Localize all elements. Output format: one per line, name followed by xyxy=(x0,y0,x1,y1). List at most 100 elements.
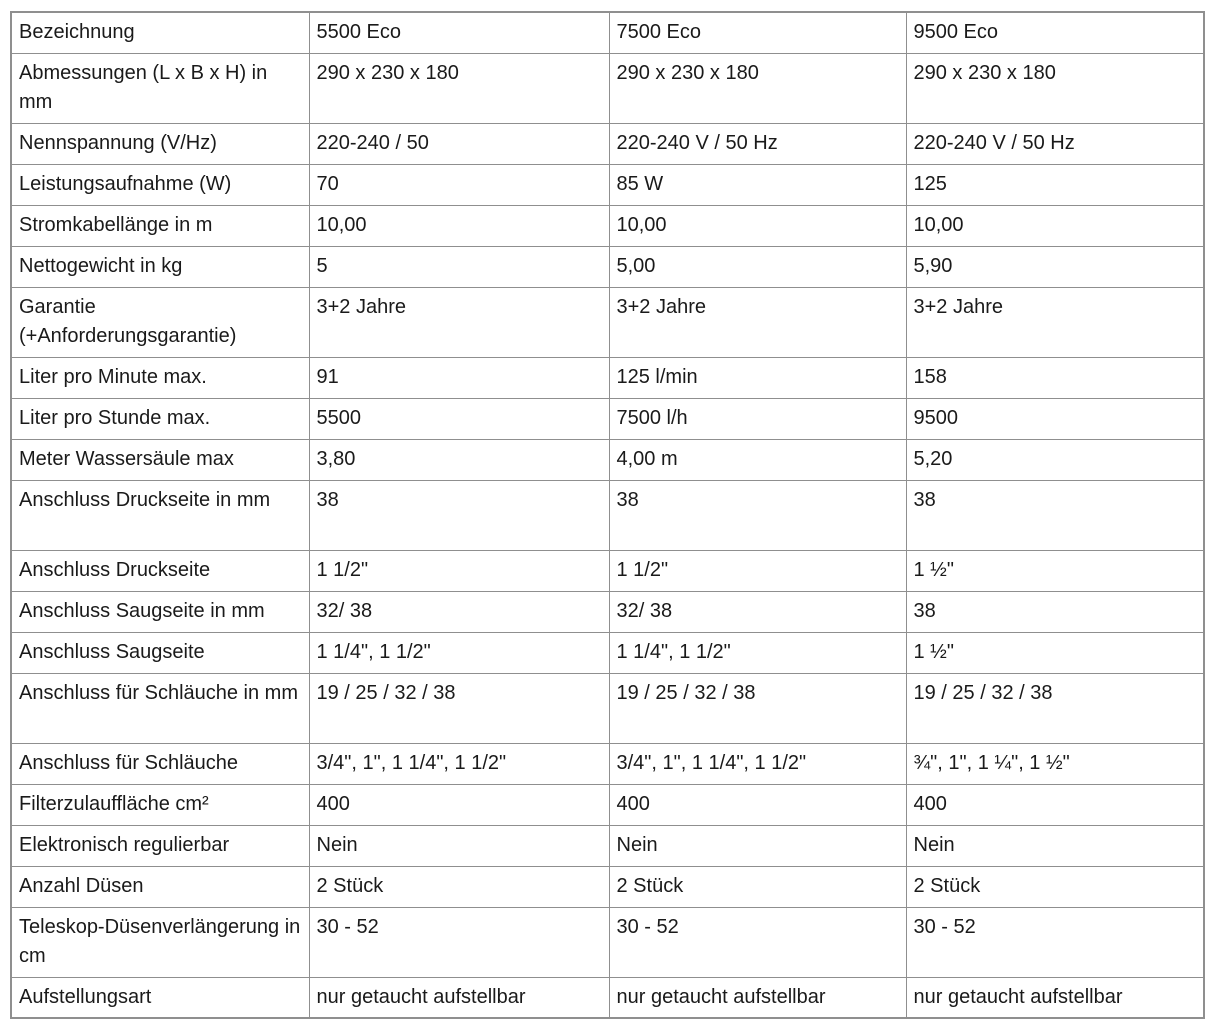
product-spec-table: Bezeichnung 5500 Eco 7500 Eco 9500 Eco Abmes… xyxy=(10,11,1205,1019)
spec-value-cell: nur getaucht aufstellbar xyxy=(308,976,610,1019)
table-row: Leistungsaufnahme (W) 70 85 W 125 xyxy=(10,163,1205,206)
spec-value-cell: 10,00 xyxy=(608,204,907,247)
spec-label-cell: Liter pro Stunde max. xyxy=(10,397,310,440)
table-row: Teleskop-Düsenverlängerung in cm 30 - 52 3… xyxy=(10,906,1205,978)
spec-value-cell: 19 / 25 / 32 / 38 xyxy=(905,672,1205,744)
spec-value-cell: 3+2 Jahre xyxy=(905,286,1205,358)
table-row: Stromkabellänge in m 10,00 10,00 10,00 xyxy=(10,204,1205,247)
spec-value-cell: 3/4", 1", 1 1/4", 1 1/2" xyxy=(608,742,907,785)
spec-label-cell: Abmessungen (L x B x H) in mm xyxy=(10,52,310,124)
spec-value-cell: 1 1/4", 1 1/2" xyxy=(308,631,610,674)
spec-label-cell: Nettogewicht in kg xyxy=(10,245,310,288)
spec-value-cell: 400 xyxy=(608,783,907,826)
spec-label-cell: Anzahl Düsen xyxy=(10,865,310,908)
table-row: Liter pro Minute max. 91 125 l/min 158 xyxy=(10,356,1205,399)
spec-value-cell: Nein xyxy=(905,824,1205,867)
spec-value-cell: 3,80 xyxy=(308,438,610,481)
table-row: Garantie (+Anforderungsgarantie) 3+2 Jahr… xyxy=(10,286,1205,358)
spec-value-cell: 10,00 xyxy=(905,204,1205,247)
spec-value-cell: 290 x 230 x 180 xyxy=(308,52,610,124)
spec-value-cell: 19 / 25 / 32 / 38 xyxy=(608,672,907,744)
spec-value-cell: 3/4", 1", 1 1/4", 1 1/2" xyxy=(308,742,610,785)
spec-value-cell: 5 xyxy=(308,245,610,288)
spec-value-cell: 70 xyxy=(308,163,610,206)
spec-value-cell: 9500 Eco xyxy=(905,11,1205,54)
spec-value-cell: 32/ 38 xyxy=(608,590,907,633)
spec-label-cell: Leistungsaufnahme (W) xyxy=(10,163,310,206)
spec-value-cell: 220-240 / 50 xyxy=(308,122,610,165)
spec-value-cell: 19 / 25 / 32 / 38 xyxy=(308,672,610,744)
spec-value-cell: 38 xyxy=(905,479,1205,551)
spec-value-cell: 290 x 230 x 180 xyxy=(608,52,907,124)
spec-value-cell: 7500 Eco xyxy=(608,11,907,54)
spec-value-cell: nur getaucht aufstellbar xyxy=(905,976,1205,1019)
spec-value-cell: nur getaucht aufstellbar xyxy=(608,976,907,1019)
table-row: Filterzulauffläche cm² 400 400 400 xyxy=(10,783,1205,826)
table-row: Anschluss für Schläuche 3/4", 1", 1 1/4",… xyxy=(10,742,1205,785)
spec-value-cell: Nein xyxy=(608,824,907,867)
spec-value-cell: 38 xyxy=(905,590,1205,633)
spec-label-cell: Aufstellungsart xyxy=(10,976,310,1019)
spec-value-cell: 91 xyxy=(308,356,610,399)
spec-label-cell: Anschluss für Schläuche xyxy=(10,742,310,785)
table-row: Nennspannung (V/Hz) 220-240 / 50 220-240 V… xyxy=(10,122,1205,165)
spec-value-cell: 30 - 52 xyxy=(608,906,907,978)
spec-label-cell: Anschluss Druckseite xyxy=(10,549,310,592)
spec-value-cell: 290 x 230 x 180 xyxy=(905,52,1205,124)
spec-value-cell: 5,00 xyxy=(608,245,907,288)
spec-value-cell: 32/ 38 xyxy=(308,590,610,633)
spec-label-cell: Liter pro Minute max. xyxy=(10,356,310,399)
spec-value-cell: 2 Stück xyxy=(608,865,907,908)
spec-value-cell: 400 xyxy=(308,783,610,826)
spec-value-cell: 38 xyxy=(608,479,907,551)
spec-label-cell: Teleskop-Düsenverlängerung in cm xyxy=(10,906,310,978)
table-row: Anschluss Druckseite 1 1/2" 1 1/2" 1 ½" xyxy=(10,549,1205,592)
spec-value-cell: 85 W xyxy=(608,163,907,206)
spec-value-cell: 5500 Eco xyxy=(308,11,610,54)
spec-label-cell: Anschluss Saugseite in mm xyxy=(10,590,310,633)
spec-value-cell: 5,90 xyxy=(905,245,1205,288)
table-row: Abmessungen (L x B x H) in mm 290 x 230 x… xyxy=(10,52,1205,124)
spec-label-cell: Meter Wassersäule max xyxy=(10,438,310,481)
table-row: Meter Wassersäule max 3,80 4,00 m 5,20 xyxy=(10,438,1205,481)
spec-value-cell: 30 - 52 xyxy=(905,906,1205,978)
spec-value-cell: 220-240 V / 50 Hz xyxy=(905,122,1205,165)
spec-value-cell: 1 ½" xyxy=(905,549,1205,592)
spec-value-cell: 125 xyxy=(905,163,1205,206)
spec-value-cell: 9500 xyxy=(905,397,1205,440)
spec-value-cell: 1 1/4", 1 1/2" xyxy=(608,631,907,674)
spec-label-cell: Elektronisch regulierbar xyxy=(10,824,310,867)
spec-value-cell: 38 xyxy=(308,479,610,551)
spec-label-cell: Stromkabellänge in m xyxy=(10,204,310,247)
spec-value-cell: 2 Stück xyxy=(308,865,610,908)
spec-value-cell: 3+2 Jahre xyxy=(608,286,907,358)
table-row: Anschluss Saugseite 1 1/4", 1 1/2" 1 1/4",… xyxy=(10,631,1205,674)
spec-table-body: Bezeichnung 5500 Eco 7500 Eco 9500 Eco Abmes… xyxy=(10,11,1205,1019)
table-row: Anschluss Saugseite in mm 32/ 38 32/ 38 38 xyxy=(10,590,1205,633)
spec-label-cell: Filterzulauffläche cm² xyxy=(10,783,310,826)
table-row: Elektronisch regulierbar Nein Nein Nein xyxy=(10,824,1205,867)
spec-value-cell: 30 - 52 xyxy=(308,906,610,978)
spec-value-cell: 158 xyxy=(905,356,1205,399)
spec-value-cell: 220-240 V / 50 Hz xyxy=(608,122,907,165)
spec-label-cell: Bezeichnung xyxy=(10,11,310,54)
spec-label-cell: Anschluss für Schläuche in mm xyxy=(10,672,310,744)
spec-label-cell: Nennspannung (V/Hz) xyxy=(10,122,310,165)
spec-value-cell: 125 l/min xyxy=(608,356,907,399)
table-row: Aufstellungsart nur getaucht aufstellbar n… xyxy=(10,976,1205,1019)
spec-value-cell: ¾", 1", 1 ¼", 1 ½" xyxy=(905,742,1205,785)
spec-value-cell: 400 xyxy=(905,783,1205,826)
spec-value-cell: 10,00 xyxy=(308,204,610,247)
spec-label-cell: Garantie (+Anforderungsgarantie) xyxy=(10,286,310,358)
spec-label-cell: Anschluss Druckseite in mm xyxy=(10,479,310,551)
spec-value-cell: 4,00 m xyxy=(608,438,907,481)
table-row: Anzahl Düsen 2 Stück 2 Stück 2 Stück xyxy=(10,865,1205,908)
spec-value-cell: 7500 l/h xyxy=(608,397,907,440)
table-row: Bezeichnung 5500 Eco 7500 Eco 9500 Eco xyxy=(10,11,1205,54)
spec-value-cell: 1 ½" xyxy=(905,631,1205,674)
spec-value-cell: 3+2 Jahre xyxy=(308,286,610,358)
table-row: Anschluss für Schläuche in mm 19 / 25 / 3… xyxy=(10,672,1205,744)
spec-value-cell: Nein xyxy=(308,824,610,867)
table-row: Nettogewicht in kg 5 5,00 5,90 xyxy=(10,245,1205,288)
